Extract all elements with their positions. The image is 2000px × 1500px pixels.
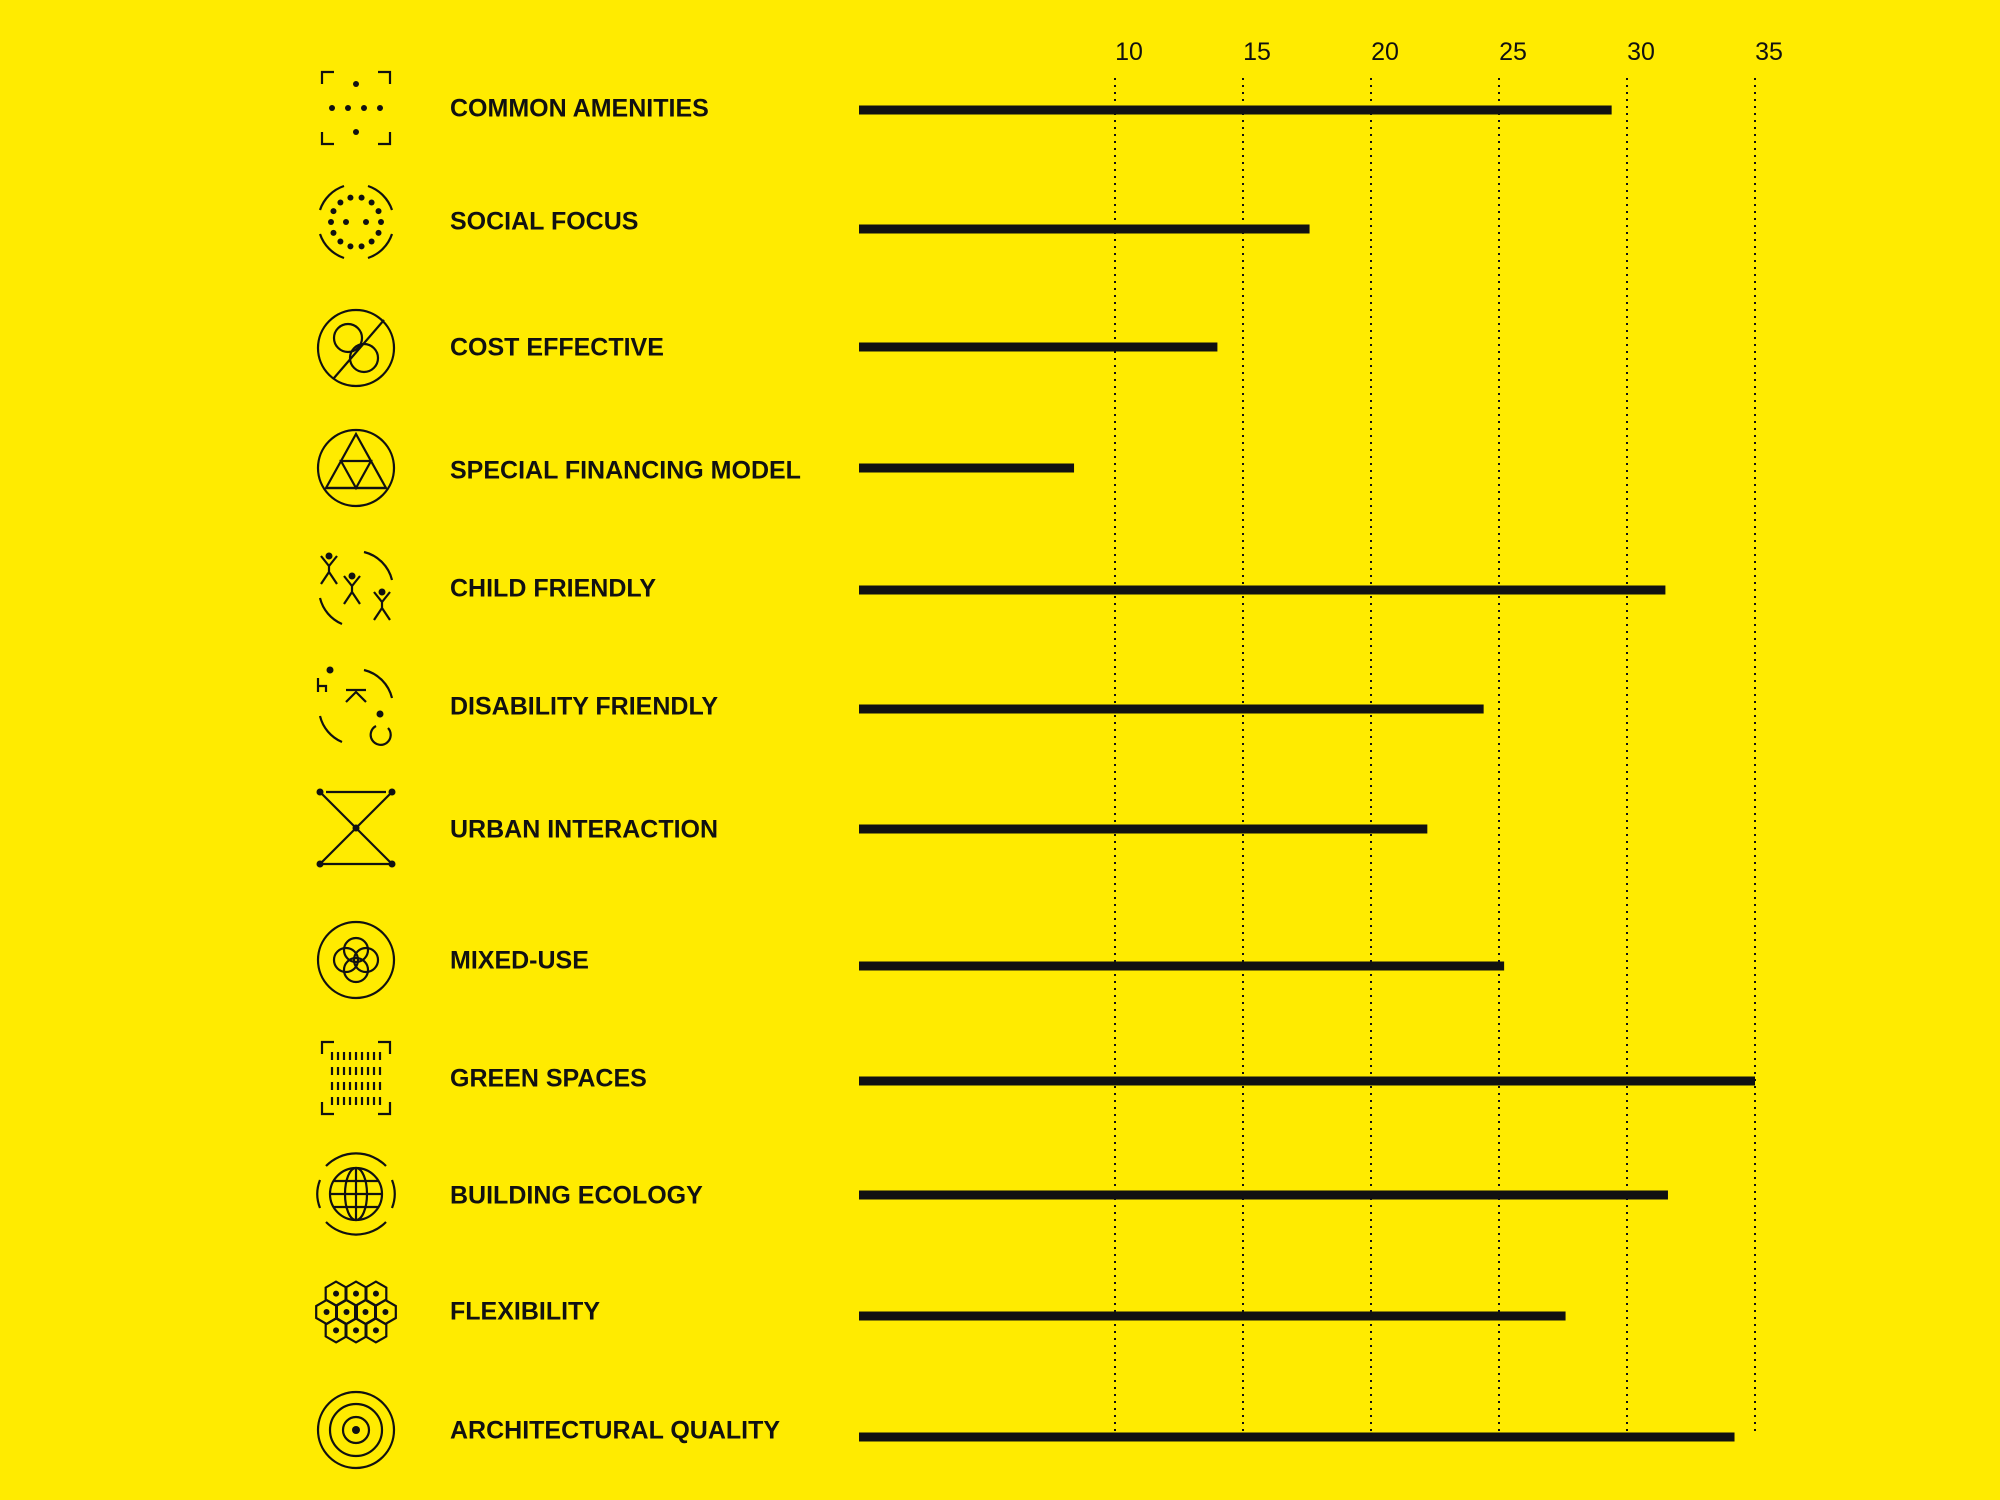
hourglass-network-icon [316,788,396,868]
category-label-urban-interaction: URBAN INTERACTION [450,816,718,844]
row-architectural-quality: ARCHITECTURAL QUALITY [316,1390,1735,1470]
grid-layer [1114,78,1756,1434]
bar-flexibility [859,1311,1566,1321]
category-label-mixed-use: MIXED-USE [450,947,589,975]
row-building-ecology: BUILDING ECOLOGY [316,1152,1668,1236]
row-green-spaces: GREEN SPACES [320,1040,1755,1116]
category-label-flexibility: FLEXIBILITY [450,1298,600,1326]
tick-label-25: 25 [1499,38,1527,66]
triangle-circle-icon [316,428,396,508]
category-label-green-spaces: GREEN SPACES [450,1065,647,1093]
row-social-focus: SOCIAL FOCUS [318,184,1310,260]
tick-label-15: 15 [1243,38,1271,66]
overlapping-circles-icon [316,920,396,1000]
rows-layer: COMMON AMENITIES SOCIAL FOCUS COST EFFECTI… [315,70,1755,1470]
dots-frame-icon [320,70,392,146]
category-label-common-amenities: COMMON AMENITIES [450,95,709,123]
tick-label-30: 30 [1627,38,1655,66]
tick-label-20: 20 [1371,38,1399,66]
bar-urban-interaction [859,824,1428,834]
bar-building-ecology [859,1190,1668,1200]
hexagon-cluster-icon [315,1280,397,1344]
concentric-circles-icon [316,1390,396,1470]
tick-label-layer: 10 15 20 25 30 35 [1115,38,1783,66]
accessibility-icon [316,666,394,746]
row-cost-effective: COST EFFECTIVE [316,308,1218,388]
children-icon [318,550,394,626]
row-common-amenities: COMMON AMENITIES [320,70,1612,146]
bar-mixed-use [859,961,1505,971]
row-mixed-use: MIXED-USE [316,920,1505,1000]
tick-label-35: 35 [1755,38,1783,66]
globe-icon [316,1152,396,1236]
row-child-friendly: CHILD FRIENDLY [318,550,1666,626]
category-label-building-ecology: BUILDING ECOLOGY [450,1182,703,1210]
bar-cost-effective [859,342,1218,352]
bar-common-amenities [859,105,1612,115]
bar-disability-friendly [859,704,1484,714]
bar-social-focus [859,224,1310,234]
bar-green-spaces [859,1076,1755,1086]
bar-child-friendly [859,585,1666,595]
row-urban-interaction: URBAN INTERACTION [316,788,1428,868]
bar-special-financing-model [859,463,1075,473]
bar-architectural-quality [859,1432,1735,1442]
category-label-cost-effective: COST EFFECTIVE [450,334,664,362]
tick-label-10: 10 [1115,38,1143,66]
category-label-social-focus: SOCIAL FOCUS [450,208,638,236]
grass-frame-icon [320,1040,392,1116]
row-disability-friendly: DISABILITY FRIENDLY [316,666,1484,746]
row-flexibility: FLEXIBILITY [315,1280,1566,1344]
coins-slash-icon [316,308,396,388]
category-label-special-financing-model: SPECIAL FINANCING MODEL [450,457,801,485]
category-label-disability-friendly: DISABILITY FRIENDLY [450,693,718,721]
category-label-child-friendly: CHILD FRIENDLY [450,575,656,603]
category-label-architectural-quality: ARCHITECTURAL QUALITY [450,1417,780,1445]
row-special-financing-model: SPECIAL FINANCING MODEL [316,428,1075,508]
dot-ring-icon [318,184,394,260]
